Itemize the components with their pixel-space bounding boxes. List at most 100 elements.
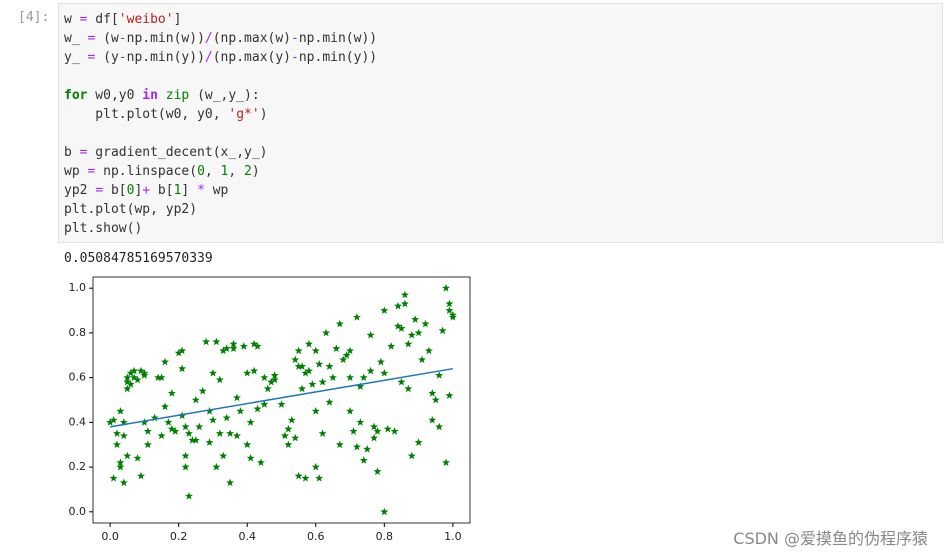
star-point (188, 436, 197, 444)
star-point (109, 474, 118, 482)
star-point (174, 348, 183, 357)
star-point (167, 389, 176, 397)
star-point (424, 346, 433, 355)
star-point (116, 406, 125, 415)
star-point (119, 478, 128, 487)
star-point (113, 440, 121, 449)
star-point (407, 330, 416, 339)
code-token: w0,y0 (87, 88, 143, 103)
star-point (287, 415, 296, 424)
star-point (243, 368, 252, 377)
star-point (332, 344, 341, 352)
star-point (390, 427, 399, 435)
star-point (157, 431, 166, 440)
code-line: plt.plot(wp, yp2) (64, 200, 942, 219)
code-line: yp2 = b[0]+ b[1] * wp (64, 181, 942, 200)
star-point (325, 362, 334, 370)
star-point (212, 337, 221, 346)
plot-frame (92, 276, 471, 524)
star-point (394, 301, 403, 310)
star-point (126, 380, 135, 388)
star-point (126, 368, 135, 377)
star-point (298, 362, 307, 370)
code-token: = (87, 31, 96, 46)
code-line: w_ = (w-np.min(w))/(np.max(w)-np.min(w)) (64, 29, 942, 48)
star-point (380, 368, 389, 377)
star-point (136, 471, 145, 480)
watermark: CSDN @爱摸鱼的伪程序猿 (733, 529, 928, 548)
star-point (198, 386, 207, 395)
star-point (250, 339, 259, 348)
star-point (335, 319, 344, 328)
code-token: - (118, 31, 127, 46)
star-point (184, 491, 193, 500)
star-point (212, 462, 221, 471)
star-point (277, 400, 286, 408)
star-point (356, 382, 365, 390)
code-line: y_ = (y-np.min(y))/(np.max(y)-np.min(y)) (64, 48, 942, 67)
code-token: = (79, 145, 88, 160)
code-line (64, 67, 942, 86)
code-token: ] (173, 12, 182, 27)
star-point (184, 429, 193, 437)
star-point (352, 442, 361, 451)
star-point (181, 422, 190, 431)
star-point (164, 418, 173, 426)
star-point (167, 424, 176, 433)
star-point (171, 427, 180, 435)
star-point (442, 458, 450, 467)
star-point (239, 342, 248, 350)
code-token: w (64, 12, 80, 27)
code-token: 1 (220, 164, 229, 179)
code-line: plt.show() (64, 219, 942, 238)
star-point (154, 373, 163, 382)
star-point (370, 433, 379, 442)
code-token: , (204, 164, 221, 179)
code-cell[interactable]: w = df['weibo'] w_ = (w-np.min(w))/(np.ma… (58, 3, 943, 243)
code-token: y_ (64, 50, 88, 65)
code-line: b = gradient_decent(x_,y_) (64, 143, 942, 162)
code-token: np.min(w)) (126, 31, 205, 46)
code-token: + (142, 183, 151, 198)
code-token: - (291, 50, 299, 65)
code-token: df[ (87, 12, 119, 27)
star-point (226, 478, 235, 487)
star-point (414, 328, 423, 337)
star-point (133, 375, 142, 384)
star-point (280, 431, 289, 440)
star-point (304, 339, 313, 348)
star-point (346, 346, 355, 355)
code-token: 1 (173, 183, 182, 198)
code-token: w_ (64, 31, 88, 46)
code-token: wp (204, 183, 229, 198)
code-token: (y (95, 50, 119, 65)
code-token: / (204, 50, 213, 65)
star-point (232, 393, 241, 402)
code-token: = (95, 183, 104, 198)
star-point (376, 357, 385, 366)
x-tick-label: 1.0 (444, 530, 462, 543)
code-line: wp = np.linspace(0, 1, 2) (64, 162, 942, 181)
star-point (322, 328, 331, 337)
code-token: ) (251, 164, 260, 179)
star-point (181, 451, 190, 460)
star-point (407, 451, 416, 460)
star-point (130, 373, 139, 382)
star-point (328, 373, 337, 382)
star-point (229, 344, 238, 352)
star-point (208, 368, 217, 377)
chart: 0.0 0.2 0.4 0.6 0.8 1.0 0.0 0.2 0.4 0.6 0.8 1.0 (69, 276, 471, 543)
code-token: / (204, 31, 213, 46)
star-point (346, 406, 355, 415)
star-point (400, 290, 409, 299)
star-point (397, 377, 406, 386)
code-token: 2 (244, 164, 252, 179)
code-token: ] (181, 183, 198, 198)
star-point (157, 373, 166, 382)
code-token: ) (259, 107, 268, 122)
star-point (133, 453, 142, 462)
code-token: zip (165, 88, 190, 103)
code-token: wp (64, 164, 88, 179)
star-point (421, 319, 430, 328)
